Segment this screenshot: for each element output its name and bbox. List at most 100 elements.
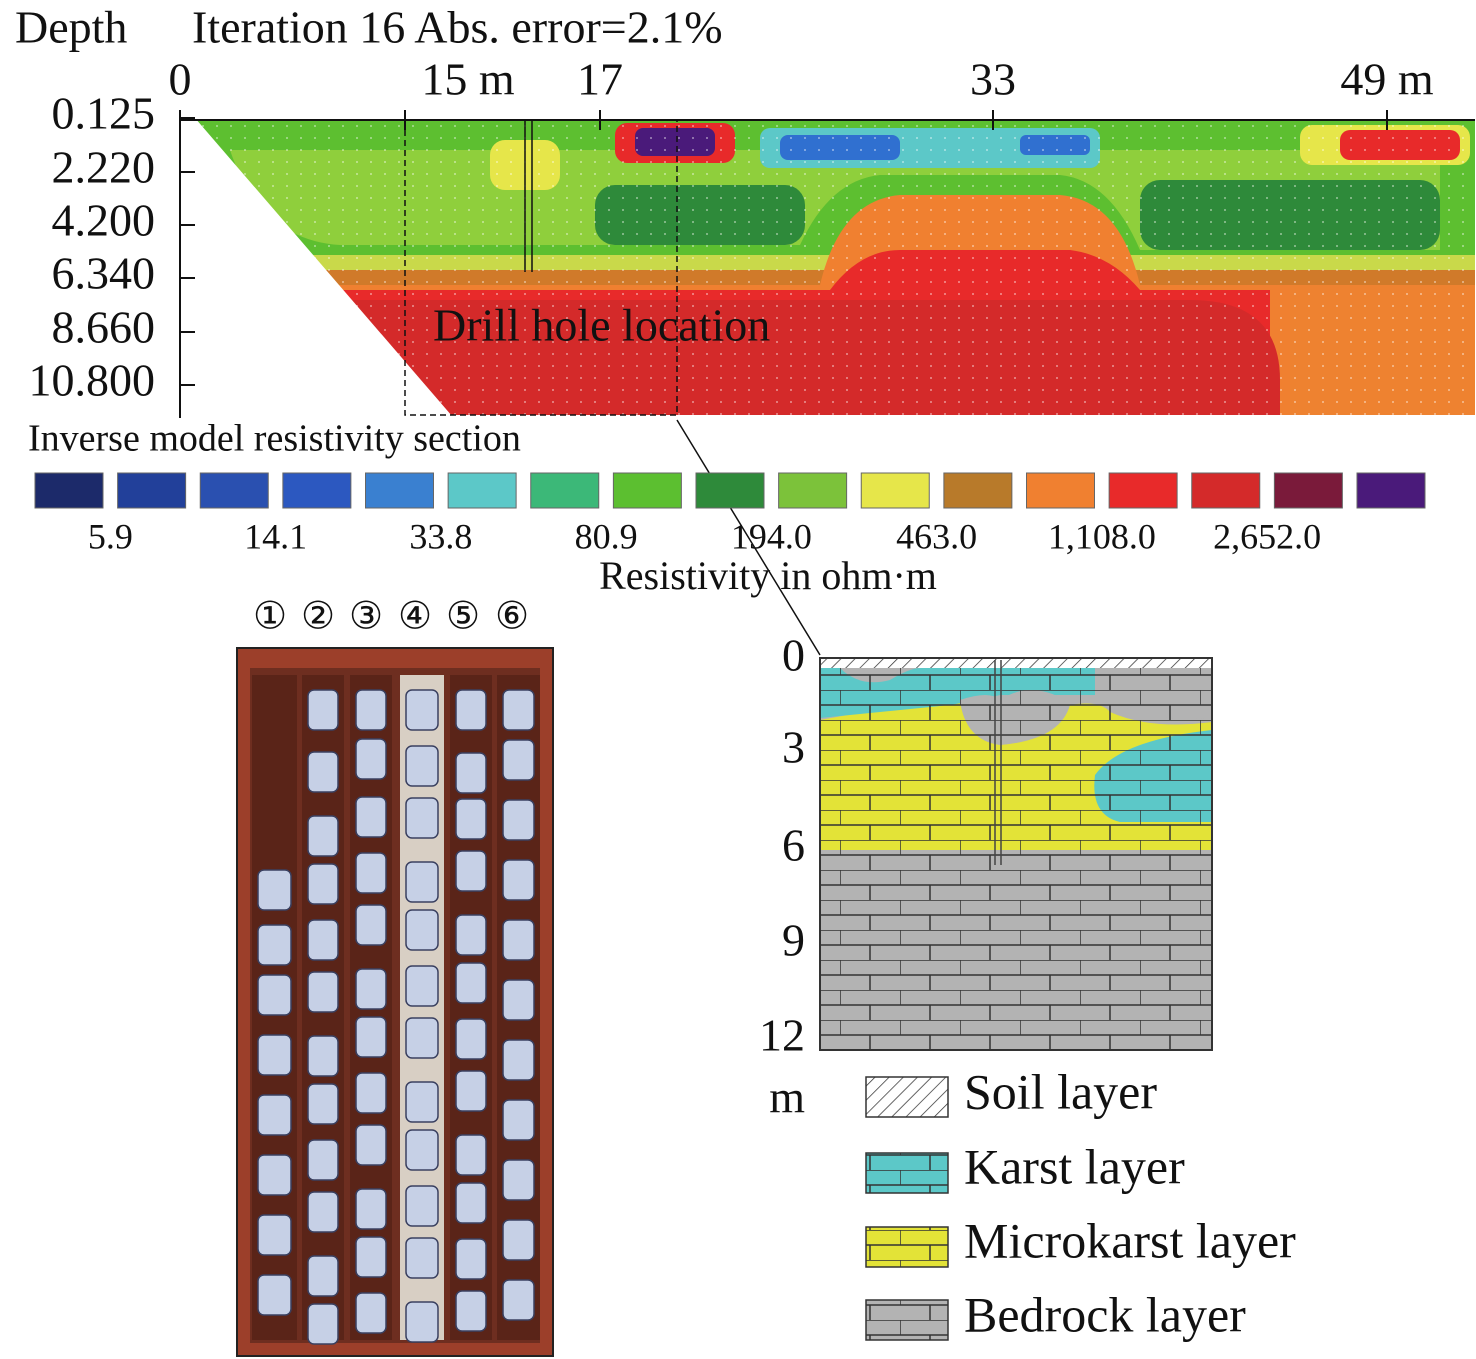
core-piece — [405, 745, 439, 787]
section-caption: Inverse model resistivity section — [28, 418, 521, 460]
core-piece — [502, 1099, 535, 1141]
core-piece — [355, 796, 387, 838]
legend-label: Karst layer — [964, 1138, 1185, 1194]
core-piece — [355, 852, 387, 894]
core-piece — [257, 1274, 292, 1316]
core-piece — [502, 799, 535, 841]
core-piece — [455, 1134, 487, 1176]
core-piece — [502, 1159, 535, 1201]
annotation: Drill hole location — [433, 300, 770, 351]
scale-swatch — [34, 472, 104, 509]
column-label: ⑤ — [446, 596, 480, 638]
scale-swatch — [199, 472, 269, 509]
depth-tick-label: 4.200 — [52, 195, 156, 246]
core-piece — [307, 1255, 339, 1297]
core-piece — [455, 1238, 487, 1280]
core-piece — [257, 869, 292, 911]
core-piece — [307, 919, 339, 961]
core-piece — [502, 739, 535, 781]
depth-tick-label: 10.800 — [29, 355, 156, 406]
core-piece — [455, 850, 487, 892]
depth-tick-label: 0.125 — [52, 88, 156, 139]
core-piece — [455, 798, 487, 840]
scale-swatch — [1108, 472, 1178, 509]
core-piece — [405, 909, 439, 951]
core-piece — [355, 1236, 387, 1278]
core-piece — [502, 1039, 535, 1081]
core-piece — [405, 1081, 439, 1123]
core-piece — [307, 1083, 339, 1125]
core-piece — [405, 1185, 439, 1227]
core-box-photo — [236, 647, 554, 1357]
scale-label: 2,652.0 — [1213, 516, 1321, 556]
resistivity-section: Depth Iteration 16 Abs. error=2.1% 0 15 … — [15, 2, 1475, 656]
scale-label: 1,108.0 — [1048, 516, 1156, 556]
scale-swatch — [612, 472, 682, 509]
core-piece — [355, 1016, 387, 1058]
scale-swatch — [530, 472, 600, 509]
scale-swatch — [1273, 472, 1343, 509]
legend-label: Bedrock layer — [964, 1286, 1246, 1342]
core-piece — [455, 914, 487, 956]
core-piece — [307, 1139, 339, 1181]
x-tick-label: 17 — [577, 54, 623, 105]
depth-tick-label: 3 — [782, 722, 805, 773]
core-piece — [455, 962, 487, 1004]
core-piece — [455, 1070, 487, 1112]
core-piece — [405, 1237, 439, 1279]
depth-tick-label: 2.220 — [52, 142, 156, 193]
scale-swatch — [695, 472, 765, 509]
core-piece — [307, 971, 339, 1013]
core-piece — [405, 965, 439, 1007]
core-piece — [307, 1303, 339, 1345]
core-piece — [455, 689, 487, 731]
color-scale: 5.9 14.1 33.8 80.9 194.0 463.0 1,108.0 2,652.0 — [34, 472, 1426, 556]
core-piece — [355, 689, 387, 731]
scale-swatch — [282, 472, 352, 509]
depth-tick-label: 9 — [782, 915, 805, 966]
legend-label: Microkarst layer — [964, 1212, 1296, 1268]
scale-swatch — [447, 472, 517, 509]
core-piece — [307, 863, 339, 905]
core-piece — [307, 689, 339, 731]
core-piece — [355, 904, 387, 946]
core-piece — [257, 1154, 292, 1196]
scale-label: 33.8 — [409, 516, 472, 556]
core-piece — [502, 1219, 535, 1261]
scale-swatch — [860, 472, 930, 509]
legend-label: Soil layer — [964, 1063, 1157, 1119]
core-piece — [405, 1129, 439, 1171]
core-piece — [355, 1188, 387, 1230]
core-piece — [307, 751, 339, 793]
x-tick-label: 15 m — [421, 54, 515, 105]
scale-swatch — [778, 472, 848, 509]
column-label: ③ — [349, 596, 383, 638]
core-piece — [502, 979, 535, 1021]
core-piece — [355, 738, 387, 780]
depth-tick-label: 6 — [782, 820, 805, 871]
legend: Soil layer Karst layer Microkarst layer … — [865, 1063, 1296, 1342]
scale-label: 194.0 — [731, 516, 812, 556]
depth-tick-label: 12 — [759, 1010, 805, 1061]
core-piece — [355, 968, 387, 1010]
scale-swatch — [1026, 472, 1095, 509]
core-piece — [257, 924, 292, 966]
column-label: ⑥ — [495, 596, 529, 638]
core-piece — [257, 974, 292, 1016]
column-label: ④ — [398, 596, 432, 638]
scale-label: 80.9 — [575, 516, 638, 556]
core-piece — [257, 1094, 292, 1136]
core-piece — [405, 689, 439, 731]
core-piece — [502, 859, 535, 901]
core-piece — [502, 919, 535, 961]
scale-label: 14.1 — [244, 516, 307, 556]
scale-title: Resistivity in ohm·m — [599, 553, 937, 598]
core-piece — [502, 1279, 535, 1321]
x-tick-label: 33 — [970, 54, 1016, 105]
column-label: ① — [253, 596, 287, 638]
scale-swatch — [1356, 472, 1426, 509]
core-piece — [502, 689, 535, 731]
scale-swatch — [943, 472, 1013, 509]
column-label: ② — [301, 596, 335, 638]
